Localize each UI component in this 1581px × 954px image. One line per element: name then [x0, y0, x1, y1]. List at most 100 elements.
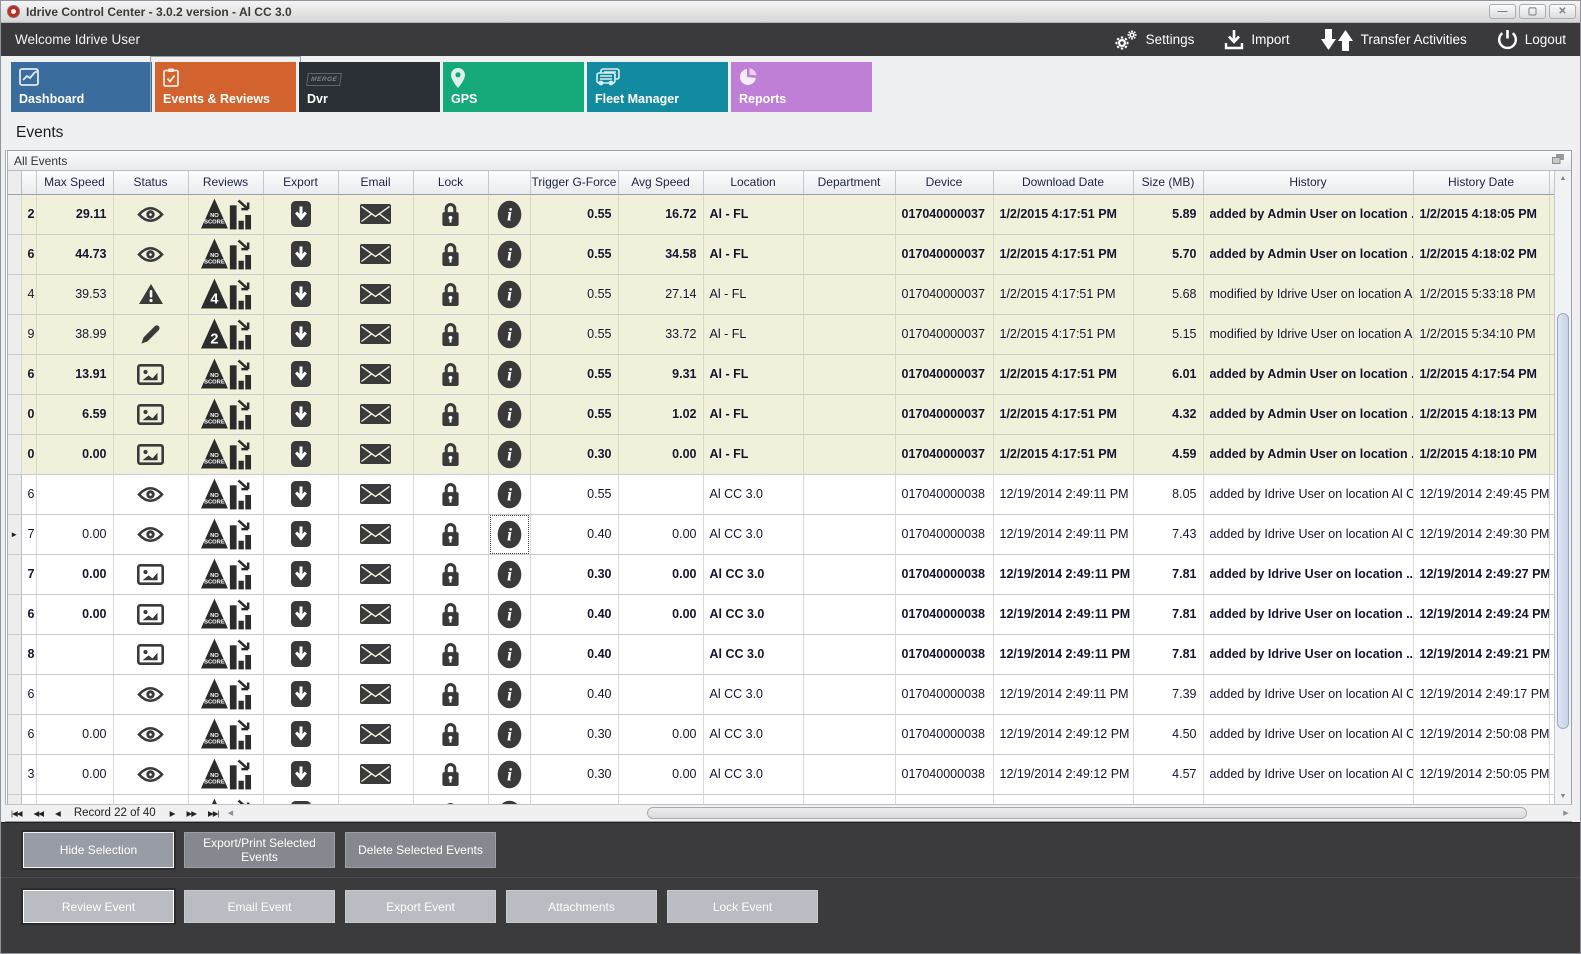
- table-row[interactable]: 4 39.53 4 i 0.55 27.14 Al - FL 017040000037 1/2/…: [8, 274, 1554, 315]
- vertical-scrollbar[interactable]: ▲ ▼: [1554, 171, 1571, 804]
- email-icon[interactable]: [345, 364, 407, 384]
- close-button[interactable]: ✕: [1549, 4, 1576, 19]
- email-icon[interactable]: [345, 444, 407, 464]
- export-icon[interactable]: [270, 560, 332, 588]
- column-header-history_date[interactable]: History Date: [1413, 171, 1550, 195]
- email-icon[interactable]: [345, 284, 407, 304]
- info-icon[interactable]: i: [495, 600, 524, 629]
- pager-next-group-button[interactable]: ▶▶: [186, 809, 197, 818]
- export-icon[interactable]: [270, 600, 332, 628]
- export-icon[interactable]: [270, 400, 332, 428]
- email-icon[interactable]: [345, 484, 407, 504]
- export-icon[interactable]: [270, 200, 332, 228]
- info-icon[interactable]: i: [495, 720, 524, 749]
- email-icon[interactable]: [345, 244, 407, 264]
- attachments-button[interactable]: Attachments: [506, 890, 657, 923]
- info-icon[interactable]: i: [495, 400, 524, 429]
- column-header-device[interactable]: Device: [895, 171, 994, 195]
- info-icon[interactable]: i: [495, 280, 524, 309]
- tab-reports[interactable]: Reports: [731, 62, 872, 112]
- lock-icon[interactable]: [420, 481, 482, 508]
- column-header-info[interactable]: [488, 171, 531, 195]
- column-header-status[interactable]: Status: [113, 171, 189, 195]
- tab-fleet-manager[interactable]: Fleet Manager: [587, 62, 728, 112]
- pager-next-button[interactable]: ▶: [169, 809, 176, 818]
- maximize-button[interactable]: ▢: [1519, 4, 1546, 19]
- email-icon[interactable]: [345, 604, 407, 624]
- column-header-max_speed[interactable]: Max Speed: [36, 171, 114, 195]
- info-icon[interactable]: i: [489, 514, 529, 553]
- export-icon[interactable]: [270, 520, 332, 548]
- column-header-lock[interactable]: Lock: [413, 171, 489, 195]
- export-icon[interactable]: [270, 440, 332, 468]
- info-icon[interactable]: i: [495, 200, 524, 229]
- info-icon[interactable]: i: [495, 760, 524, 789]
- review-score-icon[interactable]: 4: [195, 276, 257, 312]
- lock-icon[interactable]: [420, 761, 482, 788]
- column-header-size_mb[interactable]: Size (MB): [1133, 171, 1204, 195]
- table-row[interactable]: 6 NO SCORE i 0.55 Al CC 3.0 017040000038 12/19/…: [8, 474, 1554, 515]
- email-icon[interactable]: [345, 404, 407, 424]
- lock-icon[interactable]: [420, 521, 482, 548]
- lock-icon[interactable]: [420, 801, 482, 804]
- lock-icon[interactable]: [420, 681, 482, 708]
- tab-events-reviews[interactable]: Events & Reviews: [150, 56, 301, 112]
- import-action[interactable]: Import: [1224, 29, 1290, 51]
- review-score-icon[interactable]: 2: [195, 316, 257, 352]
- table-row[interactable]: 9 38.99 2 i 0.55 33.72 Al - FL 017040000037 1/2/…: [8, 314, 1554, 355]
- table-row[interactable]: 2 29.11 NO SCORE i 0.55 16.72 Al - FL 0170400000…: [8, 194, 1554, 235]
- email-icon[interactable]: [345, 524, 407, 544]
- pager-last-button[interactable]: ▶▶|: [207, 809, 220, 818]
- column-header-history[interactable]: History: [1203, 171, 1414, 195]
- lock-icon[interactable]: [420, 441, 482, 468]
- info-icon[interactable]: i: [495, 240, 524, 269]
- table-row[interactable]: 6 NO SCORE i 0.40 Al CC 3.0 017040000038 12/19/…: [8, 674, 1554, 715]
- logout-action[interactable]: Logout: [1497, 29, 1566, 51]
- column-header-avg_speed[interactable]: Avg Speed: [618, 171, 704, 195]
- email-icon[interactable]: [345, 564, 407, 584]
- export-icon[interactable]: [270, 360, 332, 388]
- lock-icon[interactable]: [420, 401, 482, 428]
- hide-selection-button[interactable]: Hide Selection: [23, 832, 174, 868]
- review-event-button[interactable]: Review Event: [23, 890, 174, 923]
- pager-prev-group-button[interactable]: ◀◀: [33, 809, 44, 818]
- lock-icon[interactable]: [420, 641, 482, 668]
- minimize-button[interactable]: —: [1489, 4, 1516, 19]
- lock-icon[interactable]: [420, 601, 482, 628]
- horizontal-scrollbar[interactable]: ◀ ▶: [224, 805, 1572, 821]
- lock-icon[interactable]: [420, 561, 482, 588]
- lock-icon[interactable]: [420, 281, 482, 308]
- tab-gps[interactable]: GPS: [443, 62, 584, 112]
- table-row[interactable]: 6 13.91 NO SCORE i 0.55 9.31 Al - FL 01704000003…: [8, 354, 1554, 395]
- column-header-g_force[interactable]: Trigger G-Force: [530, 171, 619, 195]
- email-event-button[interactable]: Email Event: [184, 890, 335, 923]
- export-icon[interactable]: [270, 240, 332, 268]
- pager-prev-button[interactable]: ◀: [55, 809, 61, 818]
- lock-icon[interactable]: [420, 241, 482, 268]
- info-icon[interactable]: i: [495, 800, 524, 804]
- settings-action[interactable]: Settings: [1113, 29, 1194, 51]
- info-icon[interactable]: i: [495, 480, 524, 509]
- table-row[interactable]: 3 0.00 NO SCORE i 0.30 0.00 Al CC 3.0 0170400000…: [8, 754, 1554, 795]
- tab-dashboard[interactable]: Dashboard: [11, 62, 152, 112]
- lock-icon[interactable]: [420, 321, 482, 348]
- restore-panel-icon[interactable]: [1552, 153, 1565, 168]
- table-row[interactable]: 0 0.00 NO SCORE i 0.30 0.00 Al - FL 017040000037…: [8, 434, 1554, 475]
- email-icon[interactable]: [345, 684, 407, 704]
- info-icon[interactable]: i: [495, 320, 524, 349]
- scroll-down-icon[interactable]: ▼: [1559, 793, 1567, 800]
- export-icon[interactable]: [270, 480, 332, 508]
- table-row[interactable]: 6 44.73 NO SCORE i 0.55 34.58 Al - FL 0170400000…: [8, 234, 1554, 275]
- vertical-scrollbar-thumb[interactable]: [1557, 312, 1569, 729]
